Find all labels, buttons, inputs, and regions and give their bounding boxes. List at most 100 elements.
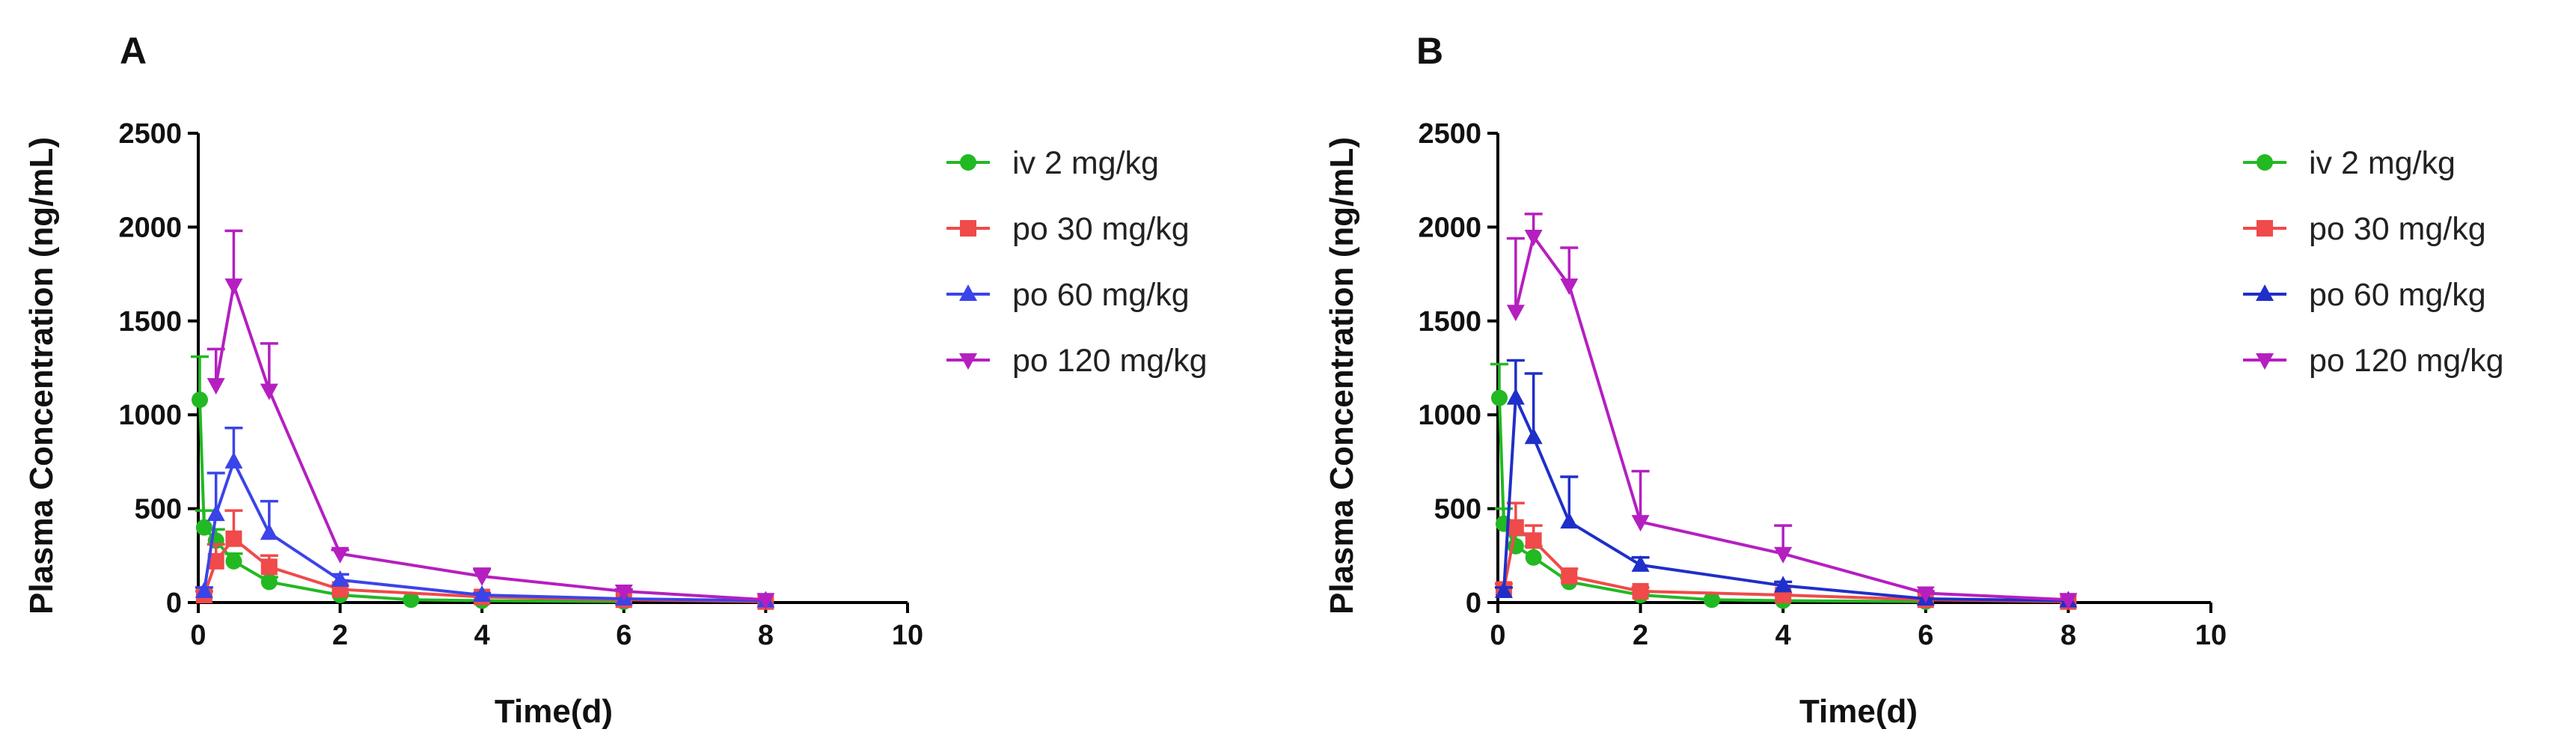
data-point bbox=[224, 451, 243, 469]
legend-marker bbox=[959, 284, 977, 301]
x-tick-label: 8 bbox=[2061, 620, 2076, 651]
data-point bbox=[206, 504, 225, 522]
y-tick-label: 1000 bbox=[1418, 400, 1481, 431]
series-circle bbox=[190, 355, 632, 610]
y-axis-title: Plasma Concentration (ng/mL) bbox=[1324, 137, 1360, 615]
data-point bbox=[1631, 515, 1650, 532]
legend-label: iv 2 mg/kg bbox=[2309, 145, 2456, 181]
data-point bbox=[331, 570, 349, 587]
data-point bbox=[1774, 576, 1793, 593]
y-tick-label: 1500 bbox=[1418, 306, 1481, 338]
legend-marker bbox=[2256, 353, 2274, 370]
y-tick-label: 2500 bbox=[118, 118, 182, 150]
data-point bbox=[207, 552, 224, 570]
x-tick-label: 6 bbox=[616, 620, 631, 651]
legend-marker bbox=[959, 353, 977, 370]
series-triangle-up bbox=[1494, 359, 2078, 608]
legend-marker bbox=[2257, 154, 2273, 171]
panel-a: A Plasma Concentration (ng/mL) Time(d) 0… bbox=[23, 30, 1208, 730]
plot-area: 0 500 1000 1500 2000 2500 0 2 4 6 8 10 bbox=[118, 118, 923, 651]
data-point bbox=[195, 519, 212, 536]
x-tick-label: 0 bbox=[1490, 620, 1505, 651]
legend-label: iv 2 mg/kg bbox=[1012, 145, 1159, 181]
data-point bbox=[1494, 581, 1513, 598]
legend-label: po 30 mg/kg bbox=[1012, 211, 1190, 247]
x-tick-label: 2 bbox=[332, 620, 348, 651]
x-tick-label: 2 bbox=[1633, 620, 1648, 651]
legend-item: po 60 mg/kg bbox=[946, 277, 1190, 313]
y-tick-label: 0 bbox=[166, 588, 182, 619]
y-tick-label: 500 bbox=[1434, 494, 1481, 525]
data-point bbox=[1491, 389, 1508, 406]
data-point bbox=[1506, 388, 1525, 405]
legend-marker bbox=[960, 220, 976, 237]
legend-marker bbox=[2257, 220, 2273, 237]
series-line bbox=[1514, 233, 2069, 602]
data-point bbox=[1524, 427, 1543, 445]
data-point bbox=[195, 581, 213, 598]
y-tick-label: 1000 bbox=[118, 400, 182, 431]
legend-marker bbox=[960, 154, 976, 171]
series-line bbox=[202, 457, 766, 603]
data-point bbox=[1525, 549, 1542, 566]
y-tick-label: 2000 bbox=[118, 212, 182, 243]
x-tick-label: 4 bbox=[1775, 620, 1791, 651]
x-tick-label: 10 bbox=[2195, 620, 2227, 651]
data-point bbox=[756, 593, 775, 610]
legend-item: po 120 mg/kg bbox=[946, 343, 1208, 379]
series-circle bbox=[1490, 362, 1934, 610]
data-point bbox=[260, 383, 278, 400]
legend-item: po 30 mg/kg bbox=[2243, 211, 2486, 247]
data-point bbox=[225, 530, 242, 547]
y-tick-label: 1500 bbox=[118, 306, 182, 338]
data-point bbox=[1506, 305, 1525, 322]
y-tick-label: 2500 bbox=[1418, 118, 1481, 150]
series-triangle-down bbox=[1506, 213, 2078, 610]
data-point bbox=[1560, 278, 1579, 296]
x-axis-title: Time(d) bbox=[495, 693, 613, 730]
legend-label: po 30 mg/kg bbox=[2309, 211, 2486, 247]
x-tick-label: 6 bbox=[1918, 620, 1933, 651]
panel-b: B Plasma Concentration (ng/mL) Time(d) 0… bbox=[1324, 30, 2504, 730]
x-tick-label: 10 bbox=[892, 620, 923, 651]
data-point bbox=[1703, 591, 1720, 609]
data-point bbox=[473, 569, 492, 586]
data-point bbox=[2059, 593, 2078, 610]
data-point bbox=[260, 523, 278, 540]
x-tick-label: 0 bbox=[190, 620, 206, 651]
data-point bbox=[1632, 582, 1649, 600]
series-triangle-up bbox=[195, 427, 775, 608]
data-point bbox=[614, 584, 633, 601]
data-point bbox=[1631, 555, 1650, 572]
data-point bbox=[331, 546, 349, 564]
legend-item: po 120 mg/kg bbox=[2243, 343, 2504, 379]
y-axis-title: Plasma Concentration (ng/mL) bbox=[23, 137, 60, 615]
data-point bbox=[225, 552, 242, 570]
data-point bbox=[191, 391, 208, 409]
legend-item: po 60 mg/kg bbox=[2243, 277, 2486, 313]
x-tick-label: 4 bbox=[474, 620, 490, 651]
legend-item: iv 2 mg/kg bbox=[2243, 145, 2456, 181]
data-point bbox=[1916, 586, 1935, 603]
data-point bbox=[473, 585, 492, 602]
x-axis-title: Time(d) bbox=[1799, 693, 1918, 730]
data-point bbox=[1560, 512, 1579, 529]
legend-item: po 30 mg/kg bbox=[946, 211, 1190, 247]
legend-label: po 120 mg/kg bbox=[2309, 343, 2504, 379]
data-point bbox=[260, 558, 278, 576]
data-point bbox=[1525, 532, 1542, 549]
legend-label: po 60 mg/kg bbox=[1012, 277, 1190, 313]
legend-marker bbox=[2256, 284, 2274, 301]
data-point bbox=[1507, 519, 1524, 536]
y-tick-label: 500 bbox=[135, 494, 182, 525]
legend: iv 2 mg/kg po 30 mg/kg po 60 mg/kg po 120 m… bbox=[946, 145, 1208, 379]
plot-area: 0 500 1000 1500 2000 2500 0 2 4 6 8 10 bbox=[1418, 118, 2227, 651]
series-line bbox=[1502, 397, 2069, 603]
legend-item: iv 2 mg/kg bbox=[946, 145, 1159, 181]
data-point bbox=[224, 278, 243, 296]
legend-label: po 120 mg/kg bbox=[1012, 343, 1208, 379]
y-tick-label: 2000 bbox=[1418, 212, 1481, 243]
panel-label: A bbox=[120, 30, 147, 72]
legend-label: po 60 mg/kg bbox=[2309, 277, 2486, 313]
